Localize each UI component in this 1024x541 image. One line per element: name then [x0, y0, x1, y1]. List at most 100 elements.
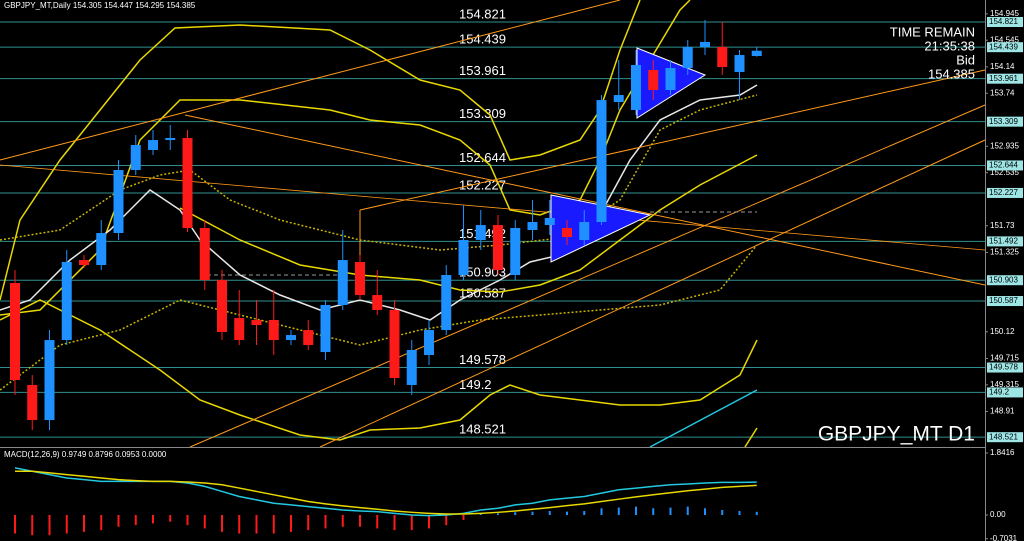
level-marker [987, 17, 1023, 28]
histogram-bar [617, 507, 620, 516]
candle-body [234, 318, 245, 341]
y-tick-label: 150.12 [990, 327, 1015, 336]
y-tick-label: 152.935 [990, 141, 1019, 150]
histogram-bar [497, 513, 499, 516]
band-lower [0, 299, 758, 441]
candle-body [355, 262, 365, 296]
indicator-line [744, 427, 758, 448]
histogram-bar [445, 515, 448, 526]
y-tick-label: 153.74 [990, 88, 1015, 97]
histogram-bar [307, 515, 310, 531]
candle-body [130, 144, 141, 171]
level-marker [987, 42, 1023, 53]
macd-title: MACD(12,26,9) 0.9749 0.8796 0.0953 0.000… [4, 450, 167, 459]
candle-body [286, 335, 296, 341]
y-tick-label: 151.73 [990, 221, 1015, 230]
level-label: 153.961 [459, 63, 506, 78]
histogram-bar [14, 515, 16, 534]
level-label: 154.821 [459, 6, 506, 21]
histogram-bar [704, 508, 706, 516]
band-upper [0, 0, 641, 301]
histogram-bar [152, 515, 154, 524]
histogram-bar [134, 515, 137, 526]
level-marker [987, 236, 1023, 247]
levels: 154.821154.439153.961153.309152.644152.2… [0, 6, 985, 438]
histogram-bar [583, 510, 586, 516]
level-label: 149.578 [459, 352, 506, 367]
level-marker [987, 187, 1023, 198]
histogram-bar [652, 508, 655, 516]
y-tick-label: 154.945 [990, 9, 1019, 18]
level-axis-label: 149.578 [989, 363, 1018, 372]
histogram-bar [238, 515, 241, 534]
candle-body [648, 69, 659, 91]
level-label: 148.521 [459, 422, 506, 437]
candle-body [717, 46, 728, 68]
y-tick-label: 0.00 [990, 510, 1006, 519]
candle-body [562, 228, 572, 238]
candle-body [372, 295, 383, 310]
moving-average [179, 154, 758, 293]
candle-body [27, 384, 38, 421]
level-label: 149.2 [459, 377, 492, 392]
candle-body [113, 170, 124, 234]
candle-body [441, 275, 452, 331]
bid-label: Bid [956, 52, 975, 67]
level-label: 154.439 [459, 32, 506, 47]
level-axis-label: 152.227 [989, 188, 1018, 197]
time-remain: 21:35:38 [924, 38, 975, 53]
histogram-bar [566, 511, 568, 516]
candle-body [165, 137, 176, 141]
band-middle [0, 0, 691, 316]
level-marker [987, 73, 1023, 84]
candle-body [527, 222, 538, 230]
symbol-watermark: GBPJPY_MT D1 [818, 423, 975, 446]
level-axis-label: 154.821 [989, 17, 1018, 26]
candle-body [510, 228, 521, 276]
price-axis: 154.945 154.545 154.14 153.74 152.935 152.535… [985, 9, 1023, 541]
histogram-bar [272, 515, 275, 534]
histogram-bar [31, 515, 34, 536]
candle-body [665, 68, 676, 91]
level-label: 152.644 [459, 150, 506, 165]
y-tick-label: 152.535 [990, 168, 1019, 177]
level-marker [987, 160, 1023, 171]
level-marker [987, 432, 1023, 443]
macd-pane [14, 467, 758, 536]
histogram-bar [48, 515, 51, 536]
histogram-bar [221, 515, 223, 532]
histogram-bar [100, 515, 103, 531]
histogram-bar [83, 515, 85, 532]
level-axis-label: 154.439 [989, 42, 1018, 51]
level-axis-label: 149.2 [989, 388, 1010, 397]
candle-body [700, 41, 710, 47]
y-tick-label: 149.715 [990, 354, 1019, 363]
histogram-bar [531, 511, 534, 516]
histogram-bar [203, 515, 206, 529]
candle-body [406, 349, 417, 385]
histogram-bar [721, 509, 724, 516]
histogram-bar [117, 515, 120, 527]
histogram-bar [548, 510, 551, 516]
candle-body [751, 50, 762, 57]
trend-line [0, 164, 986, 251]
candle-body [96, 233, 107, 266]
histogram-bar [479, 513, 482, 516]
chart-title: GBPJPY_MT,Daily 154.305 154.447 154.295 … [4, 1, 196, 10]
candles [10, 20, 762, 431]
level-axis-label: 150.587 [989, 296, 1018, 305]
level-label: 153.309 [459, 106, 506, 121]
y-tick-label: 1.8416 [990, 448, 1015, 457]
candle-body [44, 340, 55, 421]
candle-body [268, 320, 279, 341]
histogram-bar [635, 506, 637, 516]
candle-body [10, 283, 20, 381]
level-marker [987, 296, 1023, 307]
candle-body [458, 240, 469, 276]
candle-body [682, 46, 693, 69]
candle-body [320, 304, 331, 353]
level-marker [987, 116, 1023, 127]
trend-line [359, 69, 986, 211]
candle-body [61, 262, 72, 341]
